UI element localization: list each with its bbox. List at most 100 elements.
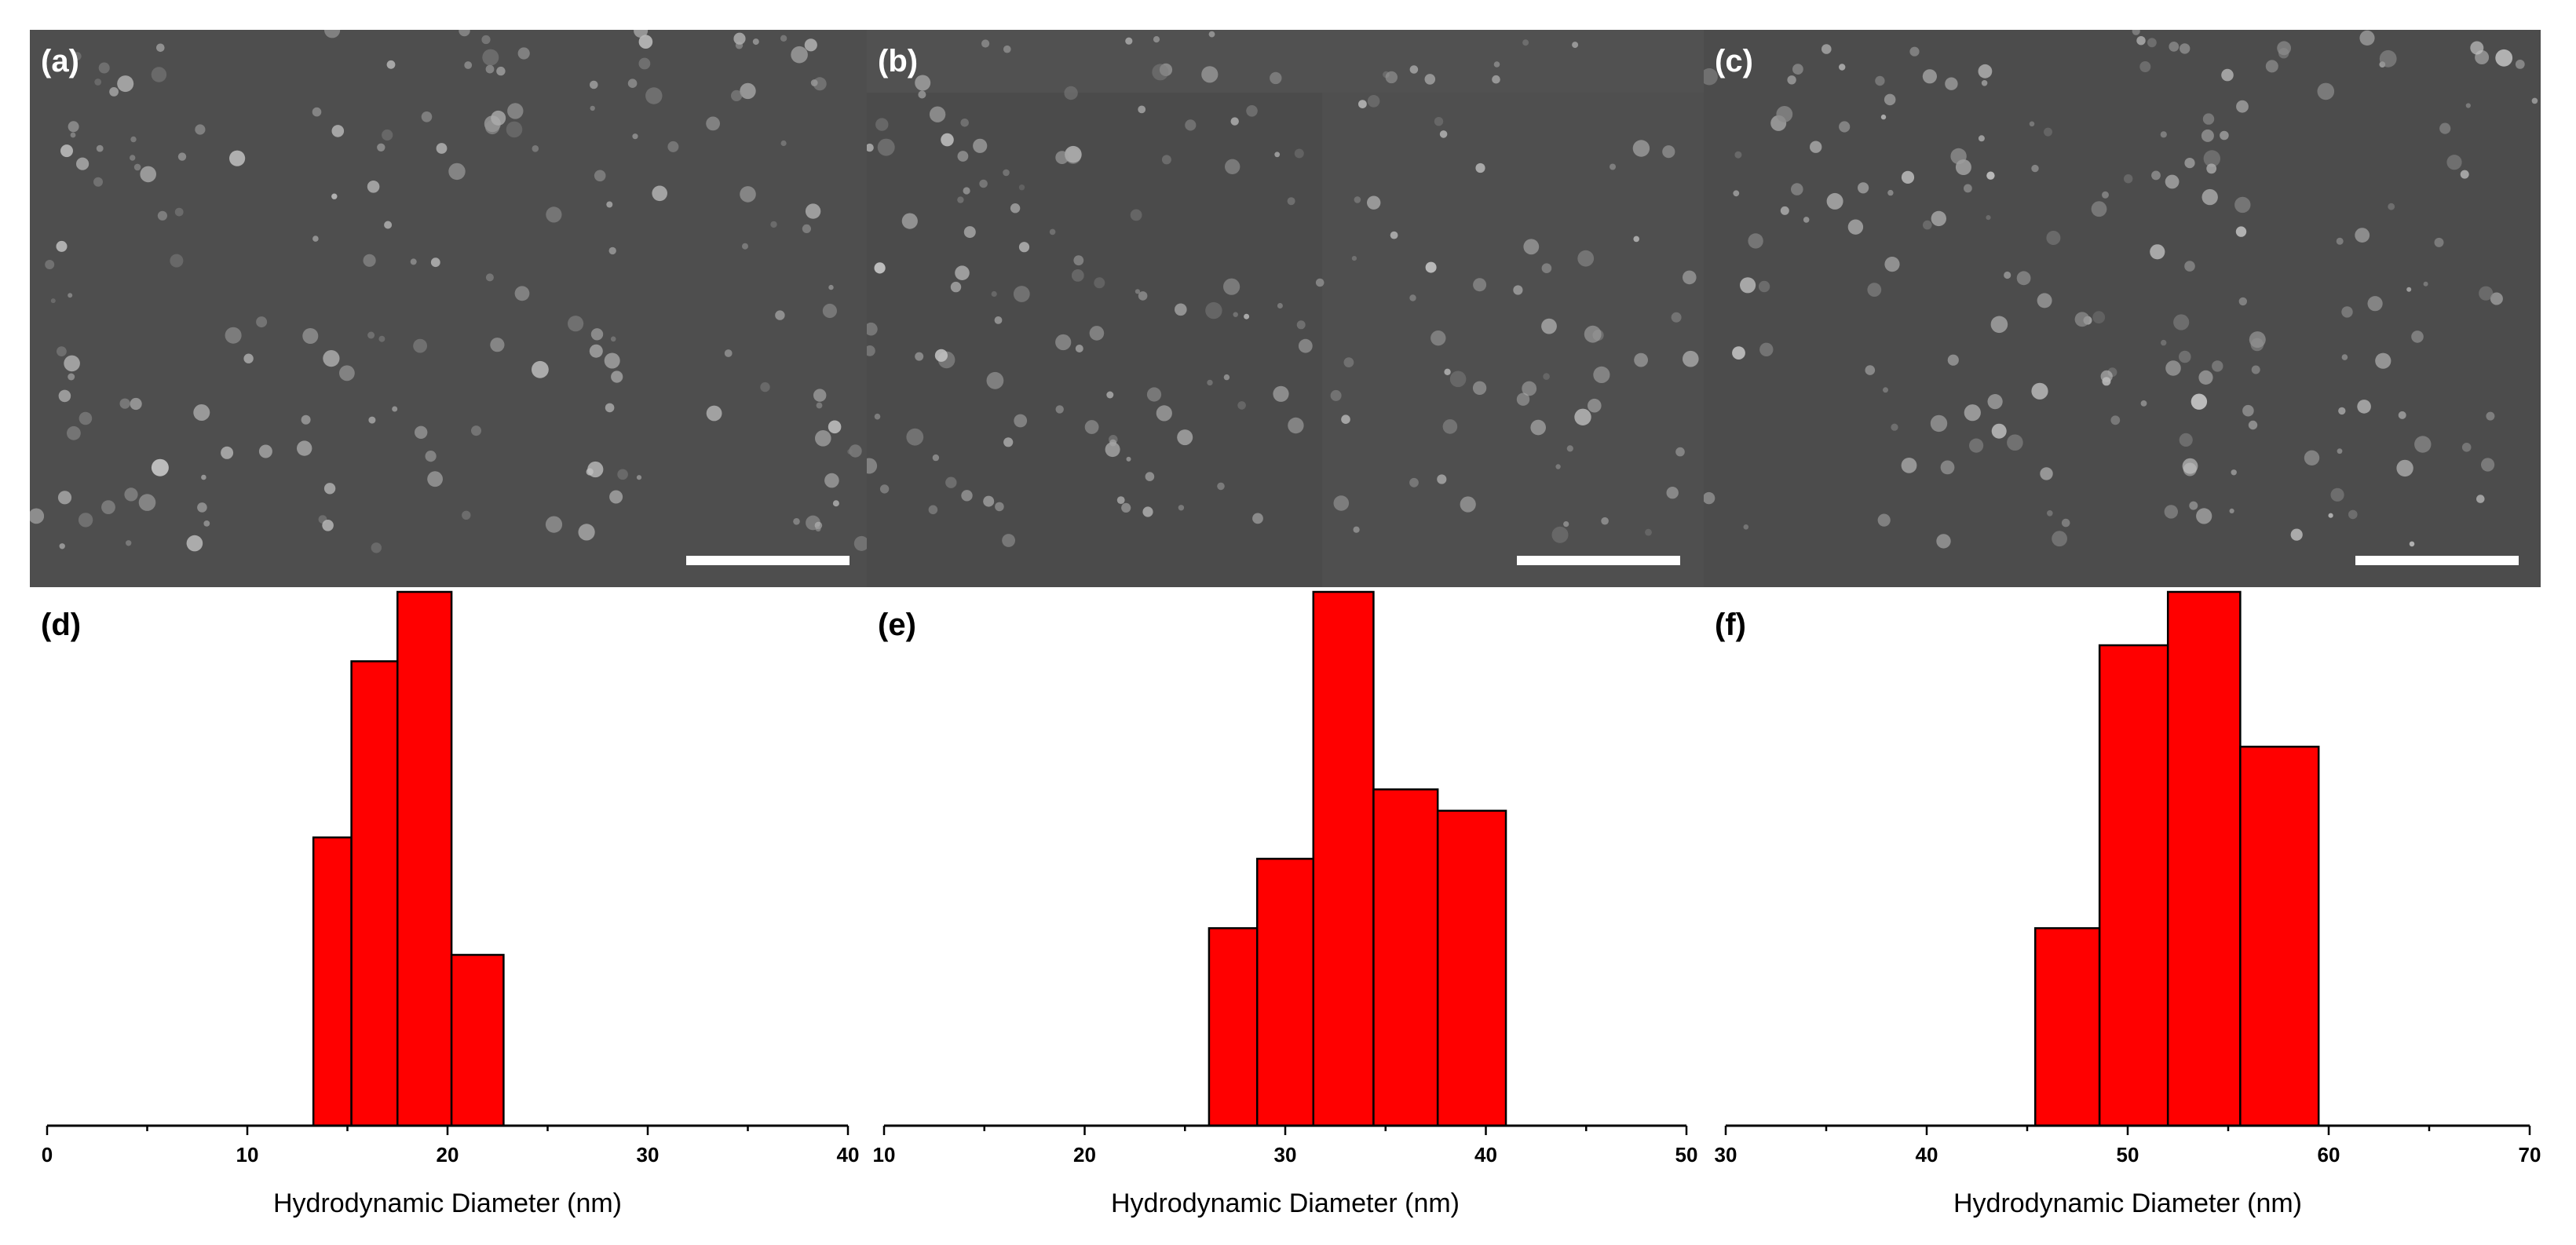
nanoparticle (815, 430, 831, 447)
nanoparticle (2495, 49, 2513, 67)
nanoparticle (421, 111, 433, 122)
nanoparticle (2165, 174, 2180, 189)
x-tick-label: 20 (1073, 1143, 1096, 1167)
nanoparticle (130, 136, 137, 143)
nanoparticle (94, 78, 102, 86)
nanoparticle (436, 143, 448, 154)
nanoparticle (775, 310, 785, 320)
nanoparticle (76, 157, 90, 170)
nanoparticle (1121, 502, 1131, 513)
nanoparticle (1950, 148, 1967, 165)
x-tick-label: 30 (637, 1143, 660, 1167)
nanoparticle (824, 473, 839, 488)
nanoparticle (1223, 278, 1240, 295)
nanoparticle (1135, 289, 1140, 294)
nanoparticle (1343, 357, 1354, 367)
nanoparticle (879, 484, 890, 494)
histogram-bar (350, 660, 399, 1127)
nanoparticle (1277, 303, 1283, 309)
nanoparticle (752, 38, 759, 46)
nanoparticle (934, 349, 948, 362)
nanoparticle (490, 338, 505, 352)
panel-label-d: (d) (41, 608, 82, 642)
nanoparticle (918, 90, 926, 99)
nanoparticle (1987, 394, 2003, 410)
nanoparticle (1522, 39, 1529, 46)
nanoparticle (724, 349, 733, 357)
nanoparticle (1065, 145, 1082, 163)
nanoparticle (1473, 278, 1487, 292)
nanoparticle (1018, 242, 1030, 253)
nanoparticle (1472, 381, 1487, 395)
histogram-bar (1208, 927, 1259, 1127)
nanoparticle (1541, 263, 1552, 274)
nanoparticle (1492, 75, 1500, 84)
nanoparticle (363, 254, 376, 267)
nanoparticle (1543, 373, 1550, 380)
nanoparticle (1367, 95, 1380, 108)
nanoparticle (151, 458, 169, 476)
nanoparticle (1270, 71, 1282, 85)
histogram-f: (f) 30 40 50 60 70 Hydrodynamic Diameter (nm) (1704, 587, 2541, 1245)
nanoparticle (1588, 398, 1602, 413)
nanoparticle (1940, 460, 1955, 475)
nanoparticle (2044, 127, 2052, 137)
nanoparticle (331, 193, 338, 199)
nanoparticle (1733, 190, 1740, 197)
nanoparticle (1740, 277, 1756, 294)
nanoparticle (1759, 342, 1774, 356)
nanoparticle (1223, 374, 1230, 381)
histogram-d-plot: 0 10 20 30 40 Hydrodynamic Diameter (nm) (42, 590, 860, 1218)
nanoparticle (2461, 443, 2472, 452)
nanoparticle (312, 107, 322, 117)
nanoparticle (2007, 434, 2023, 451)
nanoparticle (59, 543, 65, 549)
nanoparticle (2201, 129, 2214, 142)
nanoparticle (780, 35, 787, 42)
nanoparticle (667, 141, 679, 152)
nanoparticle (1409, 294, 1416, 301)
nanoparticle (2375, 352, 2391, 369)
nanoparticle (1839, 121, 1851, 133)
nanoparticle (430, 257, 440, 268)
scale-bar (2355, 556, 2519, 565)
nanoparticle (955, 265, 970, 281)
nanoparticle (64, 355, 80, 372)
x-tick-label: 40 (837, 1143, 860, 1167)
nanoparticle (322, 520, 334, 531)
nanoparticle (2004, 271, 2011, 279)
nanoparticle (2183, 462, 2197, 476)
nanoparticle (2234, 196, 2251, 214)
nanoparticle (981, 39, 990, 48)
nanoparticle (2446, 155, 2462, 170)
nanoparticle (2490, 292, 2503, 305)
nanoparticle (138, 494, 156, 511)
nanoparticle (929, 106, 946, 122)
nanoparticle (157, 210, 167, 221)
nanoparticle (425, 451, 437, 462)
nanoparticle (2165, 360, 2181, 376)
nanoparticle (874, 413, 881, 420)
nanoparticle (1530, 419, 1546, 436)
nanoparticle (532, 360, 549, 378)
nanoparticle (1125, 37, 1133, 45)
nanoparticle (2475, 50, 2490, 64)
nanoparticle (482, 49, 499, 66)
sem-image-a: (a) (30, 30, 867, 587)
sem-micrograph-c (1704, 30, 2541, 587)
nanoparticle (1273, 385, 1289, 402)
nanoparticle (126, 540, 132, 546)
nanoparticle (119, 398, 130, 409)
nanoparticle (1936, 534, 1951, 549)
nanoparticle (986, 371, 1004, 389)
nanoparticle (816, 402, 823, 409)
nanoparticle (462, 510, 471, 520)
nanoparticle (2189, 501, 2198, 510)
nanoparticle (1734, 151, 1742, 159)
nanoparticle (93, 177, 103, 187)
nanoparticle (1409, 477, 1419, 487)
nanoparticle (1444, 368, 1451, 375)
nanoparticle (2476, 495, 2485, 503)
nanoparticle (604, 352, 620, 369)
nanoparticle (1439, 130, 1448, 138)
